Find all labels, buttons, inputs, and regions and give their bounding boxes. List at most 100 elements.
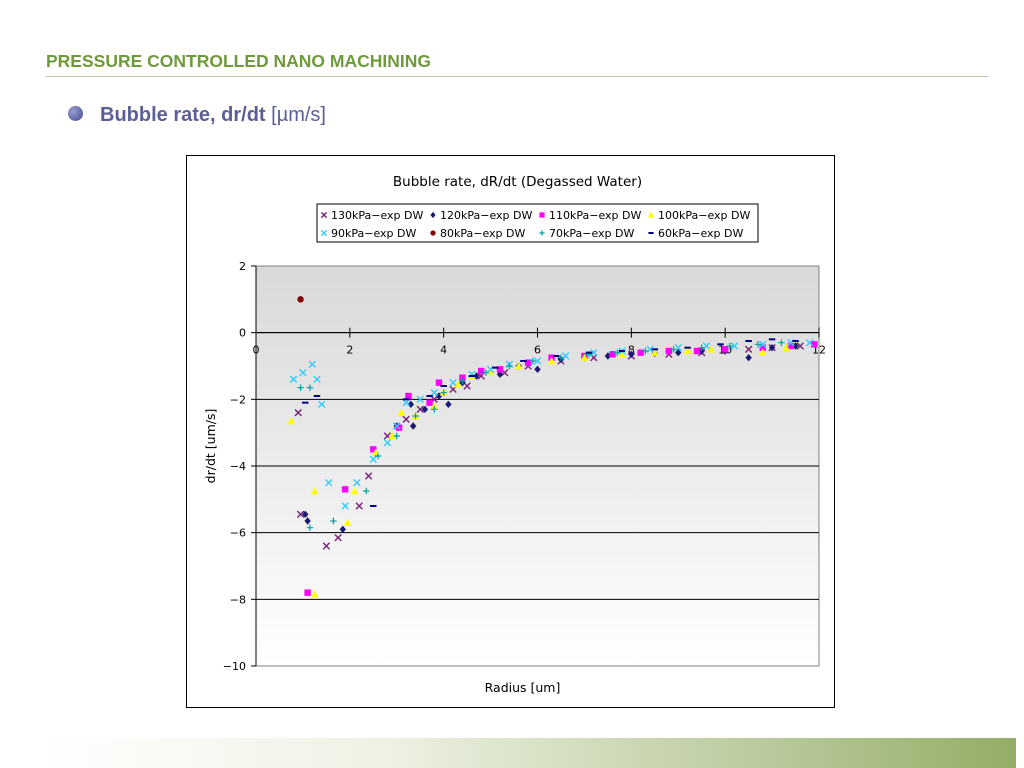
data-point: [796, 342, 804, 350]
data-point: [334, 533, 342, 542]
data-point: [533, 357, 542, 365]
data-point: [430, 388, 438, 397]
x-axis-title: Radius [um]: [485, 680, 561, 695]
data-point: [287, 417, 295, 425]
data-point: [721, 346, 729, 353]
data-point: [618, 350, 626, 358]
data-point: [374, 452, 382, 460]
data-point: [768, 343, 776, 352]
data-point: [745, 353, 752, 362]
data-point: [369, 455, 377, 464]
data-point: [313, 375, 321, 384]
legend-marker: [539, 230, 545, 236]
y-axis-title: dr/dt [um/s]: [203, 409, 218, 484]
data-point: [683, 347, 692, 355]
data-point: [343, 518, 352, 526]
data-point: [805, 338, 814, 347]
data-point: [412, 412, 419, 420]
data-point: [642, 347, 649, 355]
data-point: [297, 384, 304, 391]
data-point: [306, 384, 314, 391]
data-point: [650, 348, 659, 356]
legend-label: 120kPa−exp DW: [440, 209, 532, 222]
bullet-icon: [68, 106, 83, 121]
y-tick-label: −4: [230, 460, 246, 473]
title-divider: [46, 76, 988, 77]
data-point: [665, 347, 673, 355]
data-point: [698, 347, 705, 355]
series-4: [289, 338, 814, 510]
x-tick-label: 0: [253, 344, 260, 357]
data-point: [397, 408, 406, 416]
data-point: [421, 405, 429, 414]
data-point: [744, 345, 753, 354]
data-point: [675, 348, 682, 357]
series-7: [302, 338, 799, 507]
data-point: [435, 392, 443, 400]
data-point: [726, 342, 734, 350]
legend-label: 60kPa−exp DW: [658, 227, 743, 240]
data-point: [416, 405, 424, 414]
bullet-bold-text: Bubble rate, dr/dt: [100, 104, 266, 126]
data-point: [506, 362, 513, 370]
legend-marker: [320, 211, 328, 219]
legend-label: 110kPa−exp DW: [549, 209, 641, 222]
data-point: [496, 366, 504, 373]
data-point: [604, 352, 612, 360]
bullet-text: Bubble rate, dr/dt [µm/s]: [100, 104, 326, 127]
legend-marker: [539, 212, 545, 218]
data-point: [393, 422, 401, 430]
data-point: [435, 379, 443, 386]
data-point: [614, 349, 621, 356]
data-point: [811, 341, 818, 348]
x-tick-label: 6: [534, 344, 541, 357]
data-point: [459, 377, 466, 385]
data-point: [463, 382, 471, 390]
data-point: [557, 354, 565, 361]
data-point: [310, 487, 319, 495]
data-point: [547, 357, 556, 365]
y-tick-label: −8: [230, 593, 246, 606]
data-point: [426, 399, 433, 406]
y-tick-label: 2: [239, 260, 246, 273]
data-point: [698, 344, 705, 351]
legend-label: 100kPa−exp DW: [658, 209, 750, 222]
bullet-unit-text: [µm/s]: [265, 104, 326, 126]
series-5: [297, 296, 304, 303]
data-point: [482, 369, 490, 376]
data-point: [473, 372, 480, 380]
legend-label: 70kPa−exp DW: [549, 227, 634, 240]
legend-label: 130kPa−exp DW: [331, 209, 423, 222]
data-point: [440, 389, 447, 396]
data-point: [383, 438, 392, 447]
data-point: [449, 378, 457, 387]
data-point: [308, 360, 316, 369]
data-point: [294, 408, 302, 417]
data-point: [304, 589, 311, 596]
x-tick-label: 2: [346, 344, 353, 357]
data-point: [459, 374, 466, 381]
data-point: [402, 415, 410, 424]
data-point: [759, 340, 767, 349]
data-point: [330, 517, 337, 525]
data-point: [341, 486, 349, 493]
data-point: [782, 343, 790, 351]
data-point: [778, 339, 785, 346]
x-tick-label: 8: [628, 344, 635, 357]
data-point: [355, 502, 363, 510]
data-point: [322, 542, 331, 550]
legend-label: 80kPa−exp DW: [440, 227, 525, 240]
data-point: [299, 368, 307, 377]
y-tick-label: −10: [223, 660, 246, 673]
data-point: [431, 406, 438, 413]
slide-title: PRESSURE CONTROLLED NANO MACHINING: [46, 51, 432, 71]
y-tick-label: 0: [239, 327, 246, 340]
data-point: [409, 422, 417, 430]
y-tick-label: −2: [230, 393, 246, 406]
chart-frame: Bubble rate, dR/dt (Degassed Water) 2 0 −2 −…: [186, 155, 835, 708]
data-point: [792, 342, 799, 350]
series-6: [297, 339, 785, 531]
data-point: [317, 400, 326, 409]
data-point: [402, 398, 410, 407]
data-point: [363, 487, 370, 495]
